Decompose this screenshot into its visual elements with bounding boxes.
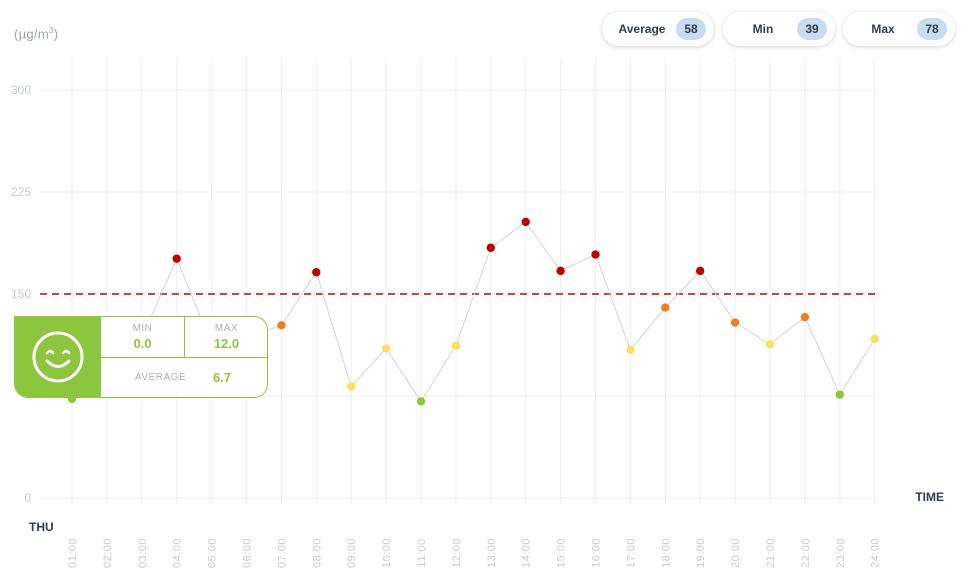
data-point	[800, 312, 810, 322]
y-tick-label: 225	[11, 185, 31, 199]
data-point	[765, 340, 775, 349]
day-label: THU	[29, 520, 54, 534]
x-tick-label: 14:00	[521, 538, 533, 568]
data-point	[416, 397, 426, 406]
x-tick-label: 18:00	[660, 538, 672, 568]
x-tick-label: 21:00	[765, 538, 777, 568]
x-tick-label: 08:00	[311, 538, 323, 568]
data-point	[730, 318, 740, 327]
data-point	[835, 390, 844, 399]
data-point	[870, 334, 879, 344]
tooltip-min: MIN 0.0	[101, 317, 184, 357]
x-tick-label: 04:00	[172, 538, 184, 568]
tooltip-max: MAX 12.0	[184, 317, 267, 357]
data-point	[277, 321, 286, 330]
data-point	[591, 250, 600, 259]
x-tick-label: 17:00	[625, 538, 637, 568]
tooltip-average: AVERAGE 6.7	[101, 357, 267, 397]
x-tick-label: 24:00	[870, 538, 882, 568]
min-pill: Min 39	[723, 12, 835, 46]
min-label: Min	[752, 22, 774, 36]
hover-tooltip: MIN 0.0 MAX 12.0 AVERAGE 6.7	[14, 316, 268, 398]
y-tick-label: 0	[24, 491, 31, 505]
x-tick-label: 07:00	[276, 538, 288, 568]
data-point	[172, 254, 181, 263]
average-value: 58	[676, 18, 706, 40]
max-value: 78	[917, 18, 947, 40]
data-point	[451, 341, 461, 350]
data-point	[312, 268, 321, 277]
x-tick-label: 22:00	[800, 538, 812, 568]
data-point	[521, 217, 530, 227]
x-tick-label: 13:00	[486, 538, 498, 568]
x-tick-label: 01:00	[67, 538, 79, 568]
data-point	[661, 303, 670, 312]
x-tick-label: 19:00	[695, 538, 707, 568]
x-tick-label: 02:00	[102, 538, 114, 568]
data-point	[347, 382, 356, 391]
max-label: Max	[871, 22, 895, 36]
y-tick-label: 300	[11, 83, 31, 97]
y-tick-label: 150	[11, 287, 31, 301]
data-point	[381, 344, 391, 353]
x-tick-label: 20:00	[730, 538, 742, 568]
x-tick-label: 06:00	[242, 538, 254, 568]
x-axis-title: TIME	[915, 490, 944, 504]
tooltip-max-label: MAX	[214, 323, 239, 334]
x-tick-label: 03:00	[137, 538, 149, 568]
x-tick-label: 05:00	[207, 538, 219, 568]
tooltip-average-label: AVERAGE	[135, 372, 187, 383]
x-tick-label: 12:00	[451, 538, 463, 568]
max-pill: Max 78	[843, 12, 955, 46]
min-value: 39	[797, 18, 827, 40]
data-point	[696, 266, 705, 276]
x-tick-label: 11:00	[416, 538, 428, 567]
unit-label: (µg/m3)	[14, 26, 59, 42]
x-tick-label: 10:00	[381, 538, 393, 568]
x-tick-label: 15:00	[556, 538, 568, 568]
data-point	[556, 266, 565, 276]
average-label: Average	[618, 22, 666, 36]
x-tick-label: 09:00	[346, 538, 358, 568]
tooltip-face-panel	[15, 317, 101, 397]
smiley-icon	[32, 331, 84, 383]
data-point	[486, 243, 495, 252]
x-tick-label: 16:00	[591, 538, 603, 568]
tooltip-average-value: 6.7	[213, 370, 232, 385]
average-pill: Average 58	[602, 12, 714, 46]
tooltip-max-value: 12.0	[213, 336, 240, 351]
tooltip-min-value: 0.0	[133, 336, 152, 351]
x-tick-label: 23:00	[835, 538, 847, 568]
data-point	[626, 345, 635, 354]
tooltip-min-label: MIN	[132, 323, 153, 334]
